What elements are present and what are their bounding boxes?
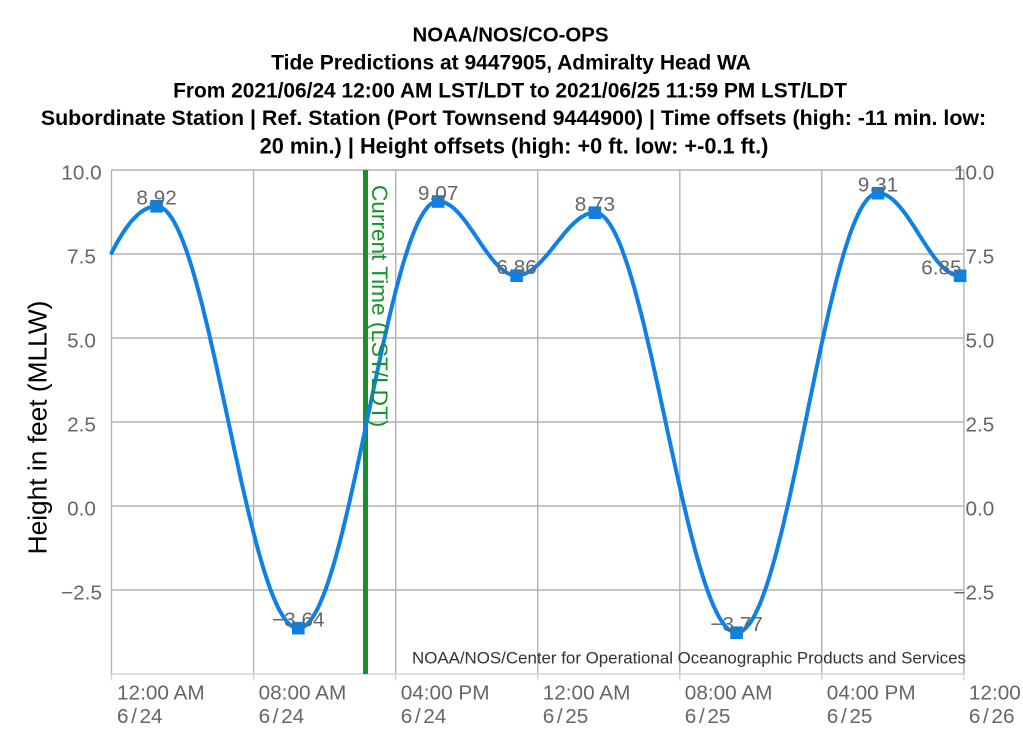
- svg-text:6/24: 6/24: [117, 705, 163, 728]
- svg-text:5.0: 5.0: [67, 330, 96, 353]
- svg-text:−3.64: −3.64: [272, 609, 325, 632]
- svg-text:10.0: 10.0: [954, 162, 994, 185]
- svg-text:6/24: 6/24: [259, 705, 305, 728]
- svg-text:−2.5: −2.5: [61, 582, 102, 605]
- svg-text:9.31: 9.31: [858, 174, 898, 197]
- svg-text:0.0: 0.0: [67, 498, 96, 521]
- svg-text:6/24: 6/24: [401, 705, 447, 728]
- svg-text:NOAA/NOS/Center for Operationa: NOAA/NOS/Center for Operational Oceanogr…: [412, 649, 966, 668]
- svg-text:08:00 AM: 08:00 AM: [685, 681, 773, 704]
- svg-text:6.85: 6.85: [921, 256, 961, 279]
- svg-text:2.5: 2.5: [965, 414, 994, 437]
- svg-text:NOAA/NOS/CO-OPS: NOAA/NOS/CO-OPS: [413, 25, 609, 47]
- svg-text:From 2021/06/24 12:00 AM LST/L: From 2021/06/24 12:00 AM LST/LDT to 2021…: [173, 80, 847, 103]
- svg-text:−2.5: −2.5: [953, 582, 994, 605]
- svg-text:6.86: 6.86: [496, 256, 536, 279]
- svg-text:Subordinate Station | Ref. Sta: Subordinate Station | Ref. Station (Port…: [41, 106, 986, 130]
- svg-text:Height in feet (MLLW): Height in feet (MLLW): [23, 301, 53, 555]
- svg-text:7.5: 7.5: [965, 246, 994, 269]
- svg-text:−3.77: −3.77: [710, 613, 763, 636]
- svg-text:12:00 AM: 12:00 AM: [117, 681, 205, 704]
- svg-text:Tide Predictions at 9447905, A: Tide Predictions at 9447905, Admiralty H…: [271, 52, 751, 75]
- svg-text:0.0: 0.0: [965, 498, 994, 521]
- svg-text:20 min.) | Height offsets (hig: 20 min.) | Height offsets (high: +0 ft. …: [260, 133, 769, 158]
- svg-text:04:00 PM: 04:00 PM: [827, 681, 916, 704]
- svg-text:12:00: 12:00: [969, 681, 1021, 704]
- svg-text:7.5: 7.5: [67, 246, 96, 269]
- svg-text:9.07: 9.07: [418, 182, 458, 205]
- svg-text:6/25: 6/25: [685, 705, 731, 728]
- svg-text:Current Time (LST/LDT): Current Time (LST/LDT): [367, 185, 392, 427]
- svg-text:6/25: 6/25: [827, 705, 873, 728]
- svg-text:10.0: 10.0: [61, 162, 101, 185]
- svg-text:2.5: 2.5: [67, 414, 96, 437]
- svg-text:5.0: 5.0: [965, 330, 994, 353]
- svg-text:12:00 AM: 12:00 AM: [543, 681, 631, 704]
- svg-text:6/26: 6/26: [969, 705, 1015, 728]
- svg-text:04:00 PM: 04:00 PM: [401, 681, 490, 704]
- svg-text:6/25: 6/25: [543, 705, 589, 728]
- svg-text:8.73: 8.73: [575, 193, 615, 216]
- svg-text:08:00 AM: 08:00 AM: [259, 681, 347, 704]
- svg-text:8.92: 8.92: [136, 187, 176, 210]
